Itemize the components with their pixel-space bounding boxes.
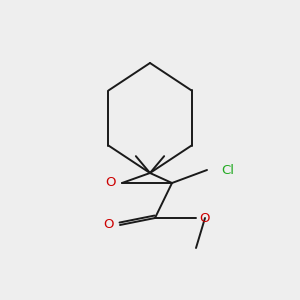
Text: O: O <box>106 176 116 190</box>
Text: Cl: Cl <box>221 164 234 176</box>
Text: O: O <box>200 212 210 224</box>
Text: O: O <box>104 218 114 232</box>
